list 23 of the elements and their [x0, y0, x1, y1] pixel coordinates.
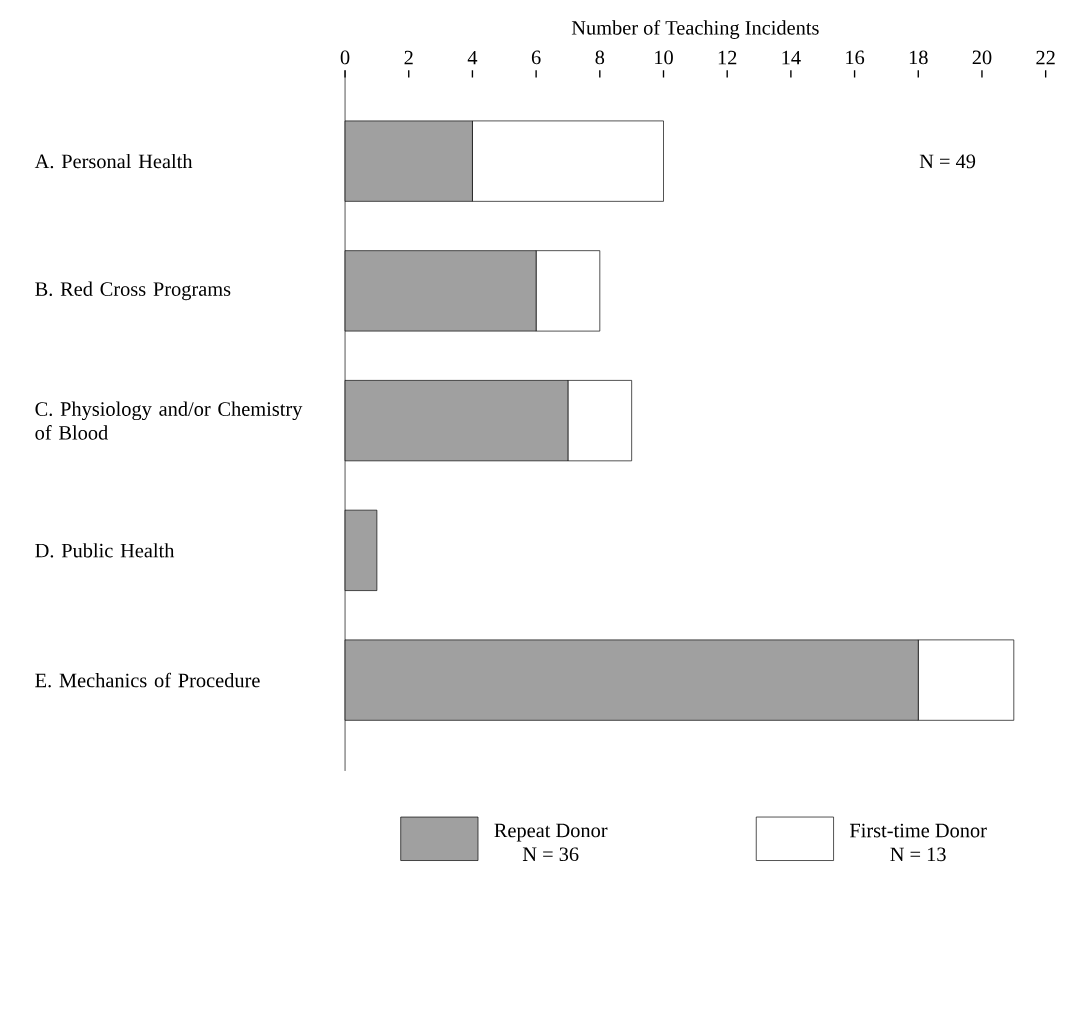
x-tick-label: 8	[595, 50, 605, 65]
x-tick-label: 12	[718, 50, 737, 65]
x-tick-label: 16	[846, 50, 865, 65]
y-tick-label: C. Physiology and/or Chemistry of Blood	[35, 401, 303, 440]
x-tick-label: 0	[340, 50, 350, 65]
legend-label: First-time Donor	[849, 823, 987, 838]
text: N = 36	[522, 847, 579, 861]
y-tick-label: D. Public Health	[35, 543, 175, 558]
annotation: N = 49	[919, 154, 976, 169]
x-axis-title: Number of Teaching Incidents	[571, 20, 819, 39]
x-tick-label: 10	[655, 50, 673, 65]
x-tick-label: 14	[782, 50, 801, 65]
x-tick-label: 6	[531, 50, 541, 65]
y-tick-label: E. Mechanics of Procedure	[35, 672, 260, 688]
x-tick-label: 22	[1036, 50, 1055, 65]
text: N = 13	[890, 847, 946, 862]
x-tick-label: 18	[909, 50, 928, 65]
x-tick-label: 20	[972, 50, 992, 65]
x-tick-label: 4	[467, 50, 478, 65]
legend-label: Repeat Donor	[494, 823, 608, 842]
y-tick-label: B. Red Cross Programs	[35, 281, 231, 301]
x-tick-label: 2	[404, 50, 413, 65]
y-tick-label: A. Personal Health	[34, 153, 193, 169]
